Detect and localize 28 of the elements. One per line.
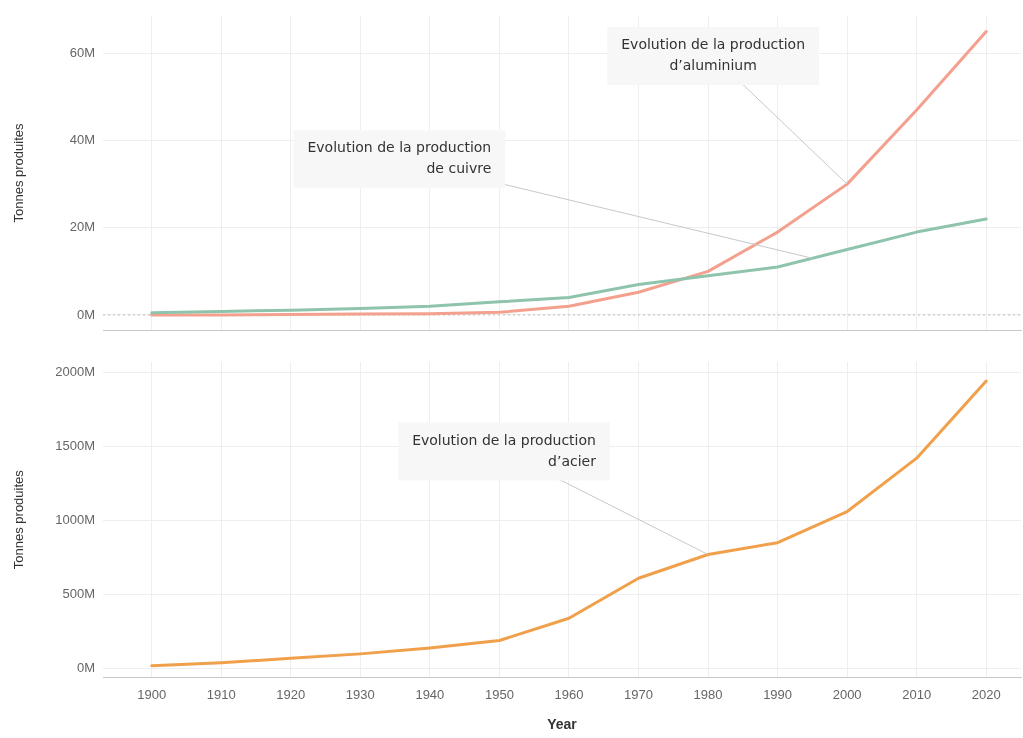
x-tick-label: 2000 <box>832 686 862 702</box>
annotation: Evolution de la production d’aluminium <box>621 36 806 74</box>
x-tick-label: 2020 <box>971 686 1001 702</box>
x-tick-label: 2010 <box>902 686 932 702</box>
y-tick-label: 40M <box>69 132 95 148</box>
y-tick-label: 20M <box>69 219 95 235</box>
y-tick-label: 500M <box>62 586 95 602</box>
y-tick-label: 1500M <box>55 437 95 453</box>
x-tick-label: 1940 <box>415 686 445 702</box>
y-tick-label: 60M <box>69 44 95 60</box>
annotation: Evolution de la production de cuivre <box>307 139 492 177</box>
x-tick-label: 1900 <box>137 686 167 702</box>
x-axis-title: Year <box>547 716 578 733</box>
y-axis-title: Tonnes produites <box>11 123 27 223</box>
annotation: Evolution de la production d’acier <box>412 431 597 469</box>
y-tick-label: 2000M <box>55 363 95 379</box>
x-tick-label: 1930 <box>345 686 375 702</box>
x-tick-label: 1980 <box>693 686 723 702</box>
x-tick-label: 1970 <box>624 686 653 702</box>
x-tick-label: 1950 <box>484 686 514 702</box>
x-tick-label: 1920 <box>276 686 306 702</box>
x-tick-label: 1990 <box>763 686 793 702</box>
y-tick-label: 0M <box>76 306 95 322</box>
y-tick-label: 0M <box>76 660 95 676</box>
y-tick-label: 1000M <box>55 512 95 528</box>
x-tick-label: 1960 <box>554 686 584 702</box>
x-tick-label: 1910 <box>206 686 236 702</box>
y-axis-title: Tonnes produites <box>11 469 27 570</box>
